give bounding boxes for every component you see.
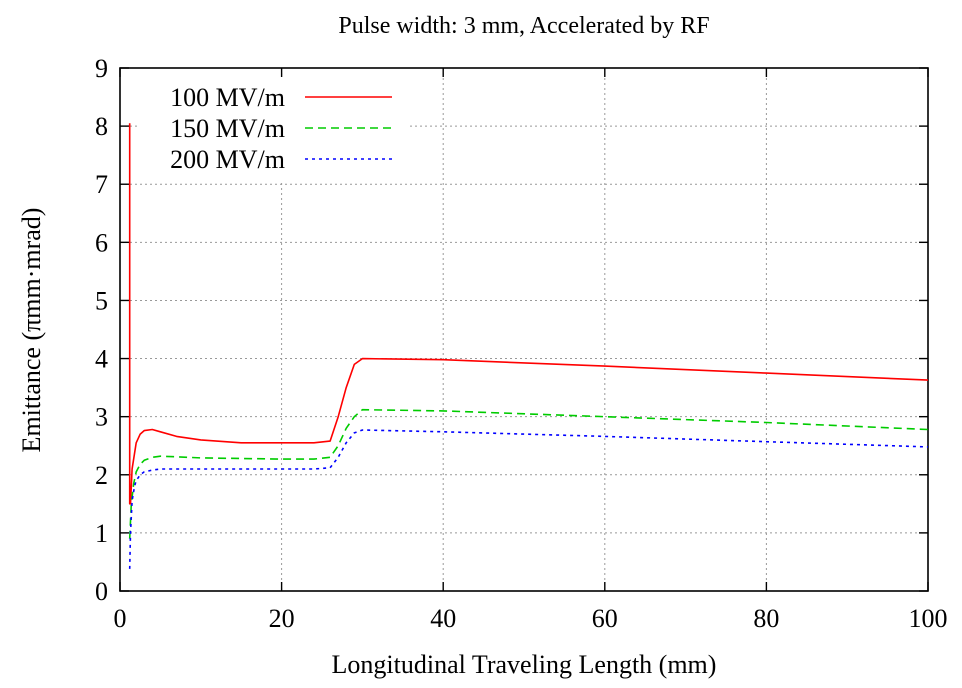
legend-label-3: 200 MV/m (170, 145, 285, 174)
y-tick-label: 3 (95, 403, 108, 432)
y-tick-label: 0 (95, 577, 108, 606)
x-tick-label: 80 (753, 604, 779, 633)
x-tick-label: 0 (114, 604, 127, 633)
legend-label-2: 150 MV/m (170, 114, 285, 143)
y-axis-label: Emittance (πmm·mrad) (17, 208, 46, 453)
series-group (128, 123, 929, 569)
series-line-2 (128, 408, 929, 539)
legend-label-1: 100 MV/m (170, 83, 285, 112)
plot-frame (119, 67, 929, 592)
x-tick-label: 60 (592, 604, 618, 633)
legend-background (140, 78, 410, 182)
y-tick-label: 2 (95, 461, 108, 490)
x-axis-label: Longitudinal Traveling Length (mm) (332, 650, 717, 679)
series-line-1 (128, 123, 929, 505)
y-tick-label: 8 (95, 112, 108, 141)
y-tick-label: 7 (95, 170, 108, 199)
y-tick-label: 1 (95, 519, 108, 548)
x-tick-label: 100 (909, 604, 948, 633)
grid (120, 68, 928, 591)
x-tick-label: 40 (430, 604, 456, 633)
chart-title: Pulse width: 3 mm, Accelerated by RF (338, 13, 709, 39)
y-tick-label: 9 (95, 54, 108, 83)
y-tick-label: 5 (95, 286, 108, 315)
y-tick-label: 4 (95, 345, 108, 374)
ticks: 0 20 40 60 80 100 0 1 2 3 4 5 6 7 8 9 (95, 54, 948, 633)
y-tick-label: 6 (95, 228, 108, 257)
series-line-3 (128, 429, 929, 569)
x-tick-label: 20 (269, 604, 295, 633)
